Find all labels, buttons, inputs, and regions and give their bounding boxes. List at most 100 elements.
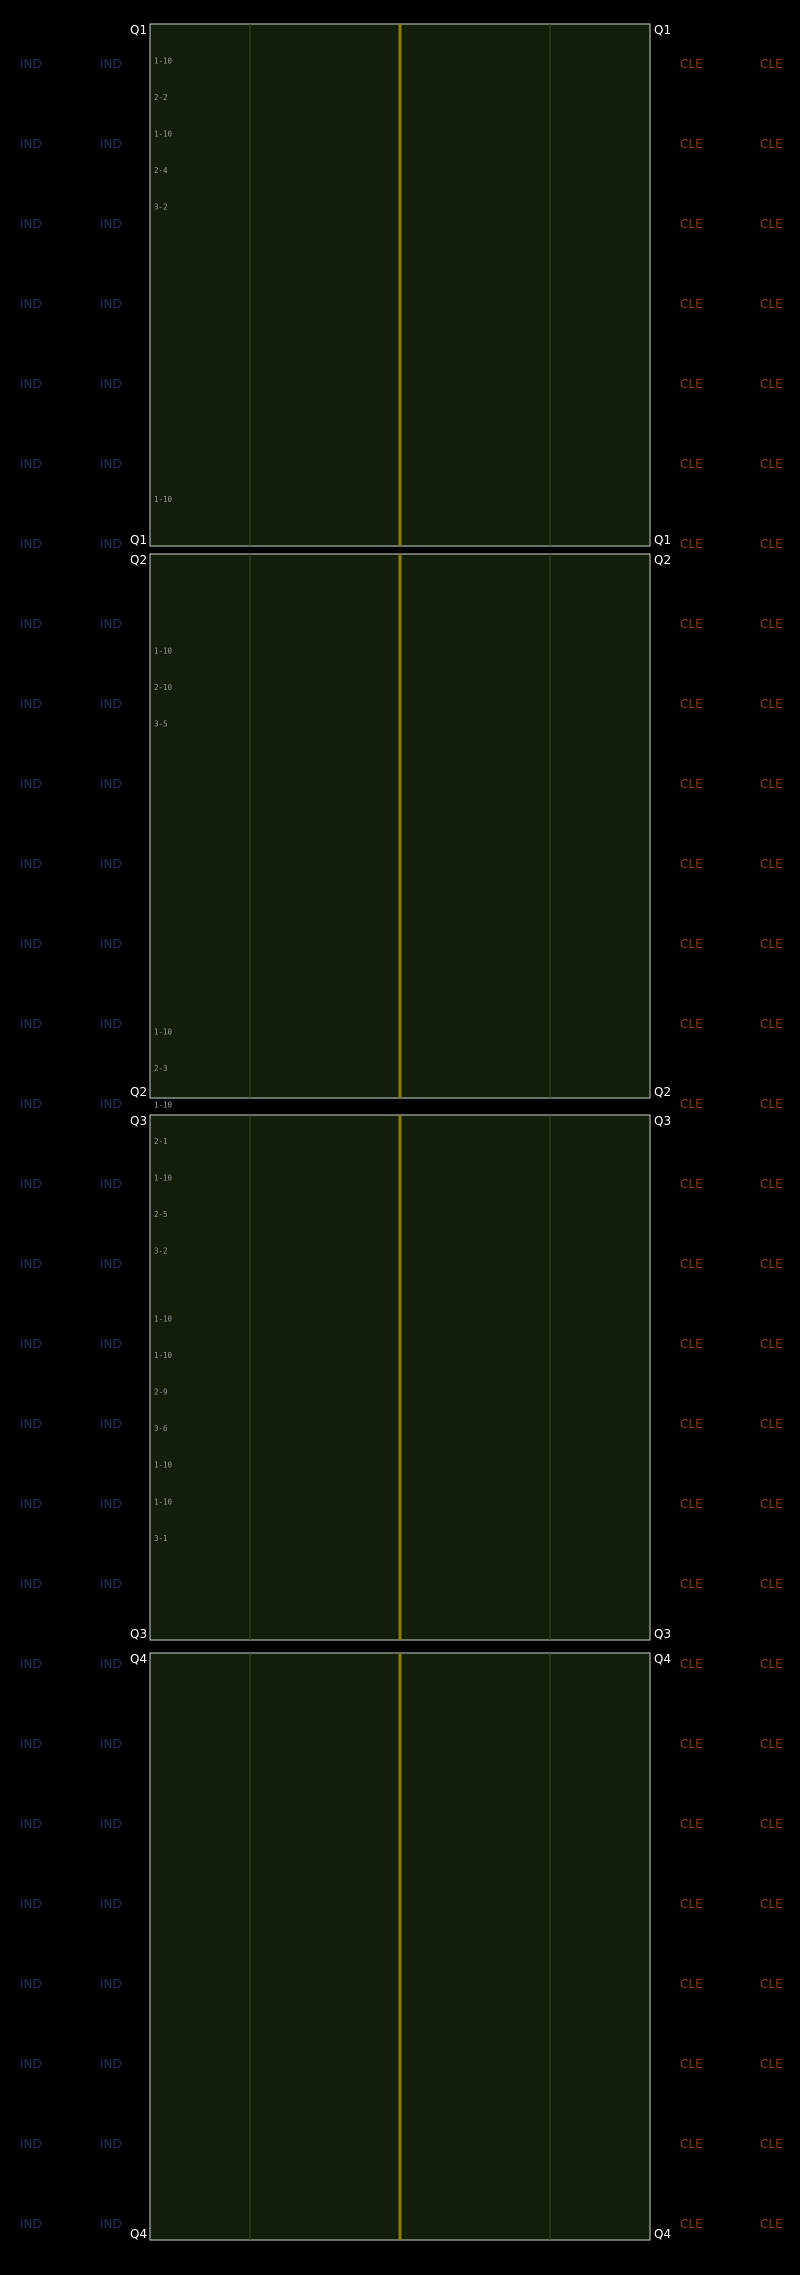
ind-watermark: IND: [20, 2217, 42, 2231]
ind-watermark: IND: [100, 1737, 122, 1751]
cle-watermark: CLE: [680, 537, 703, 551]
ind-watermark: IND: [20, 1337, 42, 1351]
cle-watermark: CLE: [680, 2057, 703, 2071]
cle-watermark: CLE: [680, 1577, 703, 1591]
ind-watermark: IND: [20, 617, 42, 631]
team-watermarks: IND IND CLE CLE IND IND CLE CLE IND IND CLE CLE IND I…: [20, 57, 783, 2231]
cle-watermark: CLE: [680, 297, 703, 311]
cle-watermark: CLE: [760, 217, 783, 231]
down-distance-label: 3-6: [154, 1424, 168, 1433]
cle-watermark: CLE: [680, 1497, 703, 1511]
cle-watermark: CLE: [680, 1097, 703, 1111]
quarter-label: Q2: [654, 1085, 671, 1099]
ind-watermark: IND: [20, 1417, 42, 1431]
quarter-label: Q3: [130, 1114, 147, 1128]
ind-watermark: IND: [100, 617, 122, 631]
ind-watermark: IND: [20, 1897, 42, 1911]
quarter-label: Q2: [130, 553, 147, 567]
quarter-panels: Q1 Q1 Q1 Q1 Q2 Q2 Q2 Q2 Q3 Q3 Q3 Q3 Q4 Q4 Q4 Q4: [130, 23, 671, 2241]
ind-watermark: IND: [100, 297, 122, 311]
ind-watermark: IND: [100, 1017, 122, 1031]
ind-watermark: IND: [100, 217, 122, 231]
ind-watermark: IND: [100, 937, 122, 951]
ind-watermark: IND: [100, 777, 122, 791]
cle-watermark: CLE: [760, 457, 783, 471]
cle-watermark: CLE: [680, 2137, 703, 2151]
cle-watermark: CLE: [680, 57, 703, 71]
cle-watermark: CLE: [760, 1577, 783, 1591]
ind-watermark: IND: [20, 217, 42, 231]
cle-watermark: CLE: [760, 57, 783, 71]
cle-watermark: CLE: [760, 2217, 783, 2231]
down-distance-label: 3-2: [154, 1247, 168, 1256]
cle-watermark: CLE: [760, 537, 783, 551]
quarter-label: Q1: [654, 23, 671, 37]
cle-watermark: CLE: [680, 1017, 703, 1031]
down-distance-label: 2-3: [154, 1064, 168, 1073]
ind-watermark: IND: [100, 697, 122, 711]
down-distance-label: 3-5: [154, 719, 168, 728]
cle-watermark: CLE: [760, 2137, 783, 2151]
cle-watermark: CLE: [760, 2057, 783, 2071]
down-distance-label: 3-1: [154, 1534, 168, 1543]
quarter-label: Q1: [130, 533, 147, 547]
ind-watermark: IND: [20, 537, 42, 551]
ind-watermark: IND: [20, 1817, 42, 1831]
ind-watermark: IND: [20, 297, 42, 311]
quarter-label: Q2: [130, 1085, 147, 1099]
cle-watermark: CLE: [680, 1177, 703, 1191]
ind-watermark: IND: [100, 137, 122, 151]
down-distance-label: 1-10: [154, 57, 173, 66]
cle-watermark: CLE: [760, 1657, 783, 1671]
ind-watermark: IND: [100, 1257, 122, 1271]
cle-watermark: CLE: [680, 697, 703, 711]
cle-watermark: CLE: [680, 857, 703, 871]
cle-watermark: CLE: [680, 1897, 703, 1911]
quarter-label: Q1: [130, 23, 147, 37]
down-distance-label: 2-4: [154, 166, 168, 175]
cle-watermark: CLE: [760, 1257, 783, 1271]
down-distance-label: 2-2: [154, 93, 168, 102]
ind-watermark: IND: [20, 1977, 42, 1991]
cle-watermark: CLE: [680, 1417, 703, 1431]
cle-watermark: CLE: [680, 937, 703, 951]
cle-watermark: CLE: [760, 1737, 783, 1751]
ind-watermark: IND: [20, 937, 42, 951]
cle-watermark: CLE: [760, 1017, 783, 1031]
down-distance-label: 2-9: [154, 1388, 168, 1397]
ind-watermark: IND: [100, 1097, 122, 1111]
ind-watermark: IND: [100, 1657, 122, 1671]
quarter-label: Q3: [654, 1114, 671, 1128]
ind-watermark: IND: [20, 377, 42, 391]
cle-watermark: CLE: [680, 457, 703, 471]
down-distance-label: 1-10: [154, 130, 173, 139]
ind-watermark: IND: [100, 2057, 122, 2071]
ind-watermark: IND: [20, 1657, 42, 1671]
down-distance-label: 3-2: [154, 203, 168, 212]
cle-watermark: CLE: [760, 297, 783, 311]
ind-watermark: IND: [20, 457, 42, 471]
cle-watermark: CLE: [680, 1257, 703, 1271]
quarter-label: Q4: [654, 2227, 671, 2241]
cle-watermark: CLE: [680, 137, 703, 151]
cle-watermark: CLE: [760, 1177, 783, 1191]
quarter-label: Q4: [130, 1652, 147, 1666]
cle-watermark: CLE: [680, 1817, 703, 1831]
cle-watermark: CLE: [760, 937, 783, 951]
ind-watermark: IND: [100, 2217, 122, 2231]
down-distance-label: 1-10: [154, 495, 173, 504]
cle-watermark: CLE: [760, 697, 783, 711]
ind-watermark: IND: [100, 1977, 122, 1991]
down-distance-label: 2-5: [154, 1210, 168, 1219]
ind-watermark: IND: [20, 1017, 42, 1031]
cle-watermark: CLE: [760, 1977, 783, 1991]
cle-watermark: CLE: [760, 1897, 783, 1911]
cle-watermark: CLE: [760, 857, 783, 871]
quarter-label: Q3: [654, 1627, 671, 1641]
cle-watermark: CLE: [760, 137, 783, 151]
ind-watermark: IND: [100, 1337, 122, 1351]
ind-watermark: IND: [100, 857, 122, 871]
ind-watermark: IND: [20, 777, 42, 791]
ind-watermark: IND: [100, 57, 122, 71]
